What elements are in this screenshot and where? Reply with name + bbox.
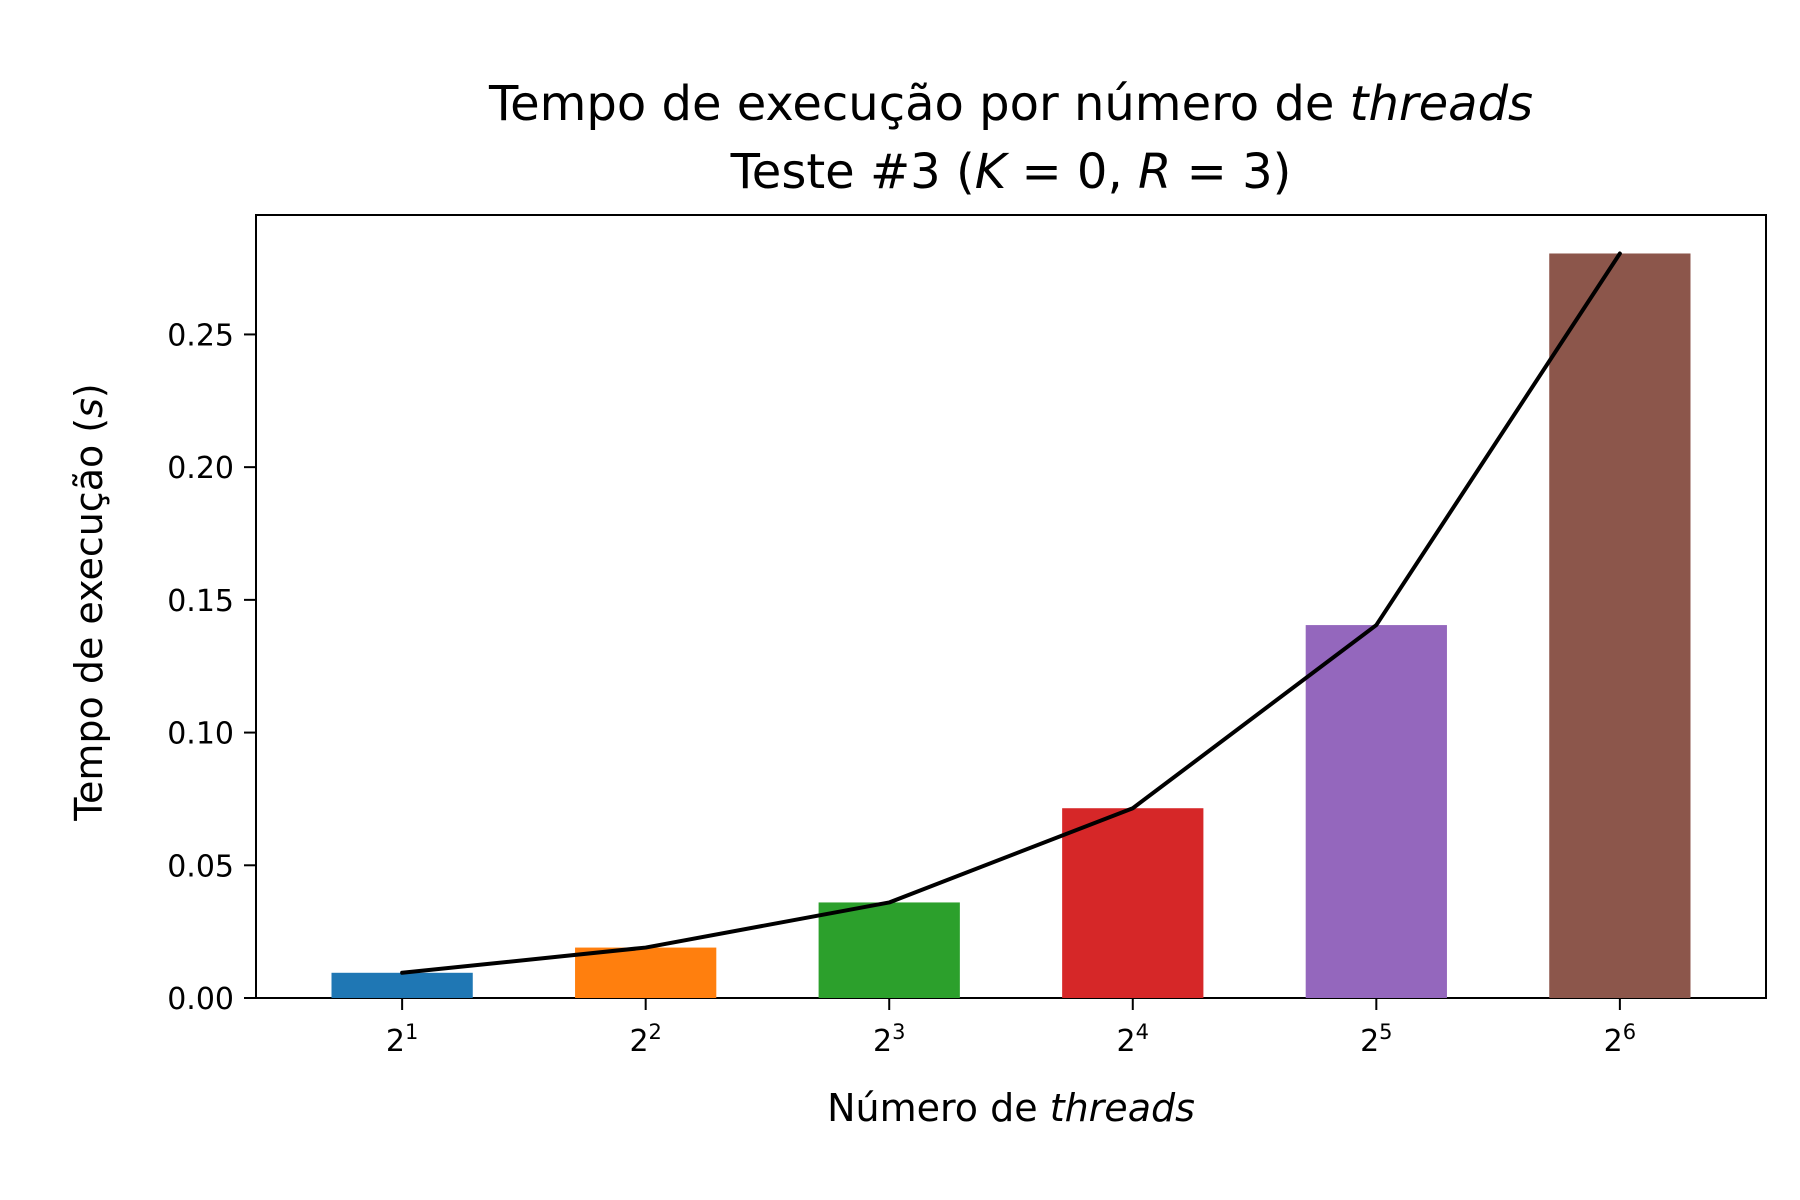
x-tick-label-base: 2 <box>1117 1024 1136 1059</box>
chart-subtitle-k-symbol: K <box>975 144 1010 200</box>
bar <box>575 947 717 998</box>
chart-subtitle-r-value: = 3) <box>1171 144 1291 200</box>
x-tick-label: 24 <box>1117 1020 1149 1059</box>
x-axis-label-prefix: Número de <box>827 1086 1050 1130</box>
x-tick-label-exponent: 1 <box>405 1020 418 1044</box>
y-tick-label: 0.00 <box>167 982 234 1017</box>
x-tick-label: 25 <box>1360 1020 1392 1059</box>
y-tick-label: 0.25 <box>167 318 234 353</box>
x-axis-label: Número de threads <box>827 1086 1195 1130</box>
x-tick-label: 22 <box>629 1020 661 1059</box>
x-axis-ticks: 21 22 23 24 25 26 <box>386 998 1636 1059</box>
trend-line <box>400 251 1622 975</box>
bar <box>1549 253 1691 998</box>
bar <box>1305 625 1447 998</box>
x-tick-label: 26 <box>1604 1020 1636 1059</box>
y-axis-label-italic: s <box>67 398 111 418</box>
x-tick-label: 21 <box>386 1020 418 1059</box>
chart-subtitle-prefix: Teste #3 ( <box>730 144 975 200</box>
chart-title-italic: threads <box>1350 76 1533 132</box>
chart-title-prefix: Tempo de execução por número de <box>488 76 1350 132</box>
plot-area <box>255 214 1767 999</box>
x-tick-label-base: 2 <box>1360 1024 1379 1059</box>
y-tick-label: 0.10 <box>167 717 234 752</box>
bar <box>331 972 473 998</box>
x-tick-label-exponent: 5 <box>1379 1020 1392 1044</box>
chart-subtitle-k-value: = 0, <box>1006 144 1138 200</box>
x-tick-label-base: 2 <box>386 1024 405 1059</box>
x-tick-label-exponent: 4 <box>1136 1020 1149 1044</box>
x-tick-label-base: 2 <box>1604 1024 1623 1059</box>
x-axis-label-italic: threads <box>1050 1086 1195 1130</box>
y-tick-label: 0.20 <box>167 451 234 486</box>
chart-title: Tempo de execução por número de threads <box>488 76 1533 132</box>
x-tick-label: 23 <box>873 1020 905 1059</box>
x-tick-label-base: 2 <box>629 1024 648 1059</box>
y-axis-label-suffix: ) <box>67 383 111 398</box>
y-axis-ticks: 0.00 0.05 0.10 0.15 0.20 0.25 <box>167 318 256 1017</box>
y-tick-label: 0.05 <box>167 849 234 884</box>
plot-frame <box>255 214 1767 999</box>
bar <box>1062 808 1204 998</box>
bar <box>818 902 960 998</box>
chart-subtitle-r-symbol: R <box>1138 144 1171 200</box>
x-tick-label-exponent: 3 <box>892 1020 905 1044</box>
x-tick-label-exponent: 2 <box>649 1020 662 1044</box>
bar-series <box>331 253 1691 998</box>
y-axis-label: Tempo de execução (s) <box>67 383 111 822</box>
chart-subtitle: Teste #3 (K = 0, R = 3) <box>730 144 1292 200</box>
y-tick-label: 0.15 <box>167 584 234 619</box>
x-tick-label-exponent: 6 <box>1623 1020 1636 1044</box>
y-axis-label-prefix: Tempo de execução ( <box>67 418 111 822</box>
x-tick-label-base: 2 <box>873 1024 892 1059</box>
